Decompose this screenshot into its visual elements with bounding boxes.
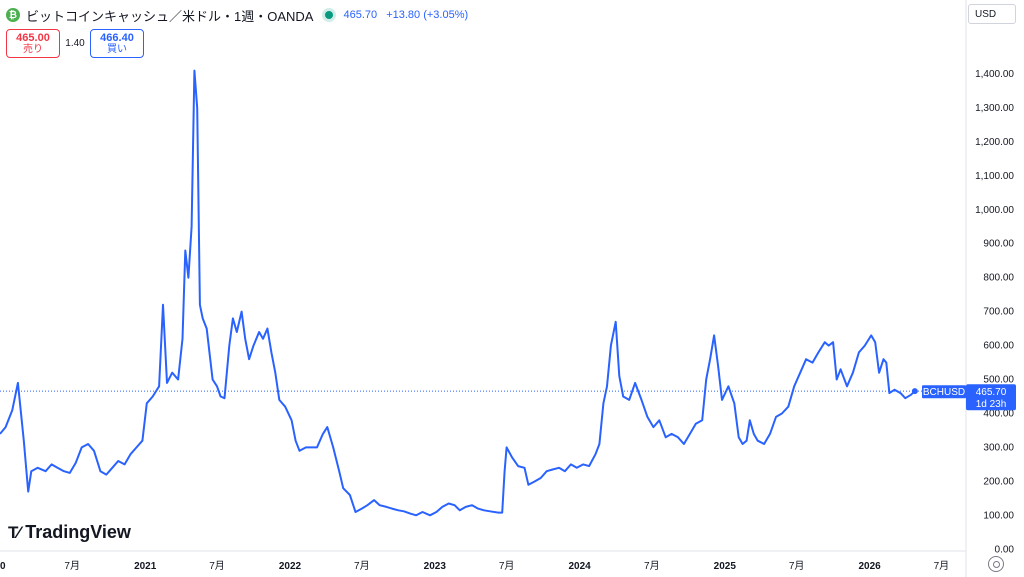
buy-button[interactable]: 466.40 買い: [90, 29, 144, 58]
price-change: +13.80 (+3.05%): [386, 9, 469, 21]
last-price-tag: BCHUSD 465.70 1d 23h: [922, 384, 1016, 411]
plot-area[interactable]: [0, 69, 966, 517]
sell-label: 売り: [23, 43, 43, 55]
settings-gear-icon[interactable]: [988, 556, 1004, 572]
y-tick-label: 400.00: [983, 408, 1014, 419]
price-tag-countdown: 1d 23h: [976, 399, 1007, 410]
x-tick-label: 20: [0, 561, 6, 572]
buy-label: 買い: [107, 43, 127, 55]
time-axis[interactable]: 20 7月 2021 7月 2022 7月 2023 7月 2024 7月 2025 7月 2026 7月: [0, 560, 949, 572]
y-tick-label: 1,100.00: [975, 171, 1014, 182]
logo-text: TradingView: [25, 522, 131, 542]
price-tag-value: 465.70: [976, 387, 1007, 398]
bitcoin-cash-icon: ₿: [6, 8, 20, 22]
legend-header: ₿ ビットコインキャッシュ／米ドル・1週・OANDA 465.70 +13.80…: [6, 4, 468, 26]
tradingview-logo[interactable]: T⁄ TradingView: [8, 522, 131, 543]
x-tick-label: 2021: [134, 561, 157, 572]
y-tick-label: 800.00: [983, 273, 1014, 284]
y-tick-label: 700.00: [983, 307, 1014, 318]
x-tick-label: 2023: [424, 561, 447, 572]
trade-buttons: 465.00 売り 1.40 466.40 買い: [6, 29, 144, 58]
sell-button[interactable]: 465.00 売り: [6, 29, 60, 58]
x-tick-label: 7月: [354, 560, 370, 572]
x-tick-label: 7月: [64, 560, 80, 572]
y-tick-label: 600.00: [983, 341, 1014, 352]
y-tick-label: 500.00: [983, 375, 1014, 386]
symbol-tag-label: BCHUSD: [923, 387, 965, 398]
x-tick-label: 7月: [644, 560, 660, 572]
sell-price: 465.00: [16, 31, 50, 44]
y-tick-label: 300.00: [983, 442, 1014, 453]
y-tick-label: 1,000.00: [975, 205, 1014, 216]
spread-value: 1.40: [65, 38, 85, 49]
y-tick-label: 1,400.00: [975, 69, 1014, 80]
market-open-indicator: [325, 11, 334, 19]
x-tick-label: 7月: [789, 560, 805, 572]
currency-label: USD: [975, 8, 997, 20]
x-tick-label: 7月: [499, 560, 515, 572]
price-series-line: [0, 69, 916, 517]
buy-price: 466.40: [100, 31, 134, 44]
y-tick-label: 1,200.00: [975, 137, 1014, 148]
currency-selector[interactable]: USD: [968, 4, 1016, 24]
symbol-tag-bg: [922, 385, 966, 399]
last-price-point: [911, 388, 918, 395]
tradingview-logo-icon: T⁄: [8, 522, 20, 542]
x-tick-label: 2026: [858, 561, 881, 572]
x-tick-label: 2024: [568, 561, 591, 572]
y-tick-label: 0.00: [995, 544, 1015, 555]
symbol-title[interactable]: ビットコインキャッシュ／米ドル・1週・OANDA: [26, 8, 314, 24]
price-axis[interactable]: 0.00 100.00 200.00 300.00 400.00 500.00 600.00…: [975, 69, 1014, 555]
y-tick-label: 900.00: [983, 239, 1014, 250]
x-tick-label: 7月: [934, 560, 950, 572]
x-tick-label: 2025: [714, 561, 737, 572]
y-tick-label: 1,300.00: [975, 103, 1014, 114]
x-tick-label: 7月: [209, 560, 225, 572]
last-price: 465.70: [343, 9, 378, 21]
price-readout: 465.70 +13.80 (+3.05%): [343, 9, 468, 21]
y-tick-label: 200.00: [983, 476, 1014, 487]
price-tag-bg: [966, 384, 1016, 411]
y-tick-label: 100.00: [983, 510, 1014, 521]
x-tick-label: 2022: [279, 561, 302, 572]
